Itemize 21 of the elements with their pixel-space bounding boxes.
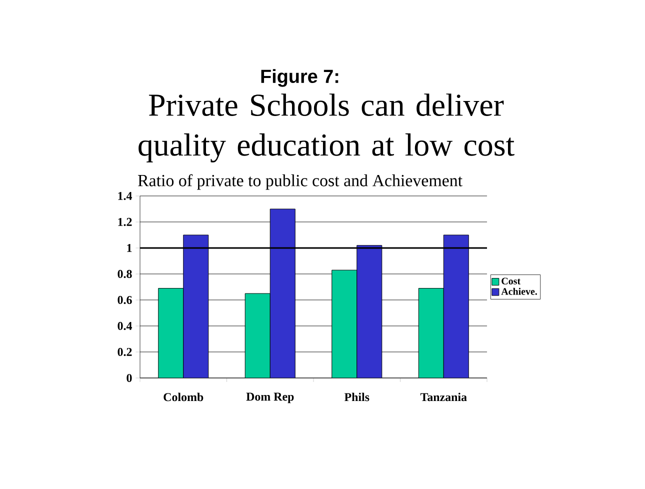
y-tick-label: 0.8: [118, 270, 132, 278]
x-tick-label: Colomb: [164, 392, 204, 402]
bar: [332, 270, 357, 378]
chart-title: Figure 7:: [261, 69, 338, 87]
y-tick-label: 0: [126, 374, 132, 382]
legend-label: Achieve.: [501, 288, 537, 295]
y-tick-label: 0.4: [118, 322, 132, 330]
text: Ratio of private to public cost and Achievement: [138, 174, 462, 190]
y-tick-label: 0.6: [118, 296, 132, 304]
bar: [245, 293, 270, 378]
x-tick-label: Tanzania: [420, 392, 467, 402]
y-tick-label: 1.2: [118, 218, 132, 226]
bar: [418, 288, 444, 378]
x-tick-label: Phils: [344, 392, 370, 402]
legend-label: Cost: [502, 278, 520, 284]
y-tick-label: 0.2: [118, 348, 132, 356]
bar: [158, 288, 184, 378]
y-tick-label: 1.4: [118, 192, 132, 200]
chart-subtitle: Private Schools can deliver quality education at low cost: [138, 94, 514, 162]
y-tick-label: 1: [127, 244, 132, 252]
x-tick-label: Dom Rep: [246, 392, 294, 404]
